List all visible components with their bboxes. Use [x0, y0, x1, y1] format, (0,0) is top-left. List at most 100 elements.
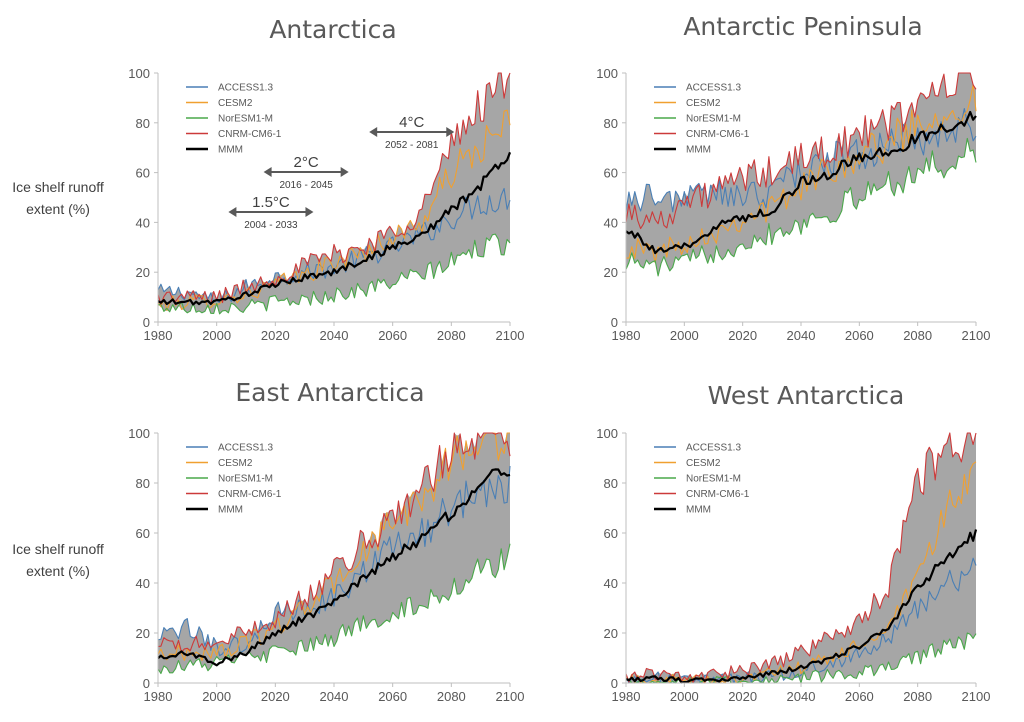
annotation-arrow-head-right: [340, 167, 349, 177]
legend-label: CESM2: [218, 458, 253, 469]
model-range-envelope: [626, 73, 976, 276]
legend-label: ACCESS1.3: [218, 443, 273, 454]
x-tick-label: 2060: [378, 328, 407, 343]
y-axis-label-line2: extent (%): [26, 563, 90, 579]
series-line-cesm2: [626, 83, 977, 264]
y-tick-label: 0: [611, 676, 618, 691]
model-range-envelope: [626, 433, 976, 683]
legend: ACCESS1.3 CESM2 NorESM1-M CNRM-CM6-1 MMM: [186, 443, 282, 516]
y-axis-label-line1: Ice shelf runoff: [12, 541, 104, 557]
x-tick-label: 2040: [787, 689, 816, 704]
panel-title: West Antarctica: [708, 381, 905, 410]
series-line-noresm1-m: [157, 233, 511, 315]
x-tick-label: 2000: [202, 689, 231, 704]
annotation-range-label: 2052 - 2081: [385, 140, 439, 151]
legend-label: CESM2: [686, 98, 721, 109]
y-tick-label: 20: [136, 626, 150, 641]
y-tick-label: 80: [604, 476, 618, 491]
annotation-arrow-head-left: [263, 167, 272, 177]
y-tick-label: 40: [604, 576, 618, 591]
model-range-envelope: [158, 73, 510, 314]
legend: ACCESS1.3 CESM2 NorESM1-M CNRM-CM6-1 MMM: [654, 443, 750, 516]
legend-label: MMM: [686, 505, 711, 516]
y-axis-label-line2: extent (%): [26, 201, 90, 217]
x-tick-label: 2040: [320, 689, 349, 704]
series-line-mmm: [157, 468, 511, 667]
annotation-range-label: 2016 - 2045: [279, 180, 333, 191]
x-tick-label: 2020: [728, 689, 757, 704]
series-line-cesm2: [157, 432, 510, 662]
legend-label: NorESM1-M: [686, 474, 741, 485]
y-tick-label: 0: [611, 315, 618, 330]
annotation-label: 2°C: [294, 154, 319, 171]
legend-label: NorESM1-M: [218, 474, 273, 485]
x-tick-label: 2100: [962, 689, 991, 704]
annotation-arrow-head-right: [305, 207, 314, 217]
legend-label: CNRM-CM6-1: [218, 129, 282, 140]
y-tick-label: 0: [143, 676, 150, 691]
legend-label: MMM: [686, 145, 711, 156]
x-tick-label: 2060: [845, 689, 874, 704]
annotation-arrow-head-left: [369, 127, 378, 137]
x-tick-label: 2060: [845, 328, 874, 343]
x-tick-label: 2020: [261, 689, 290, 704]
x-tick-label: 2080: [437, 689, 466, 704]
series-line-noresm1-m: [625, 137, 977, 277]
y-axis-label-bottom: Ice shelf runoff extent (%): [12, 541, 104, 579]
x-tick-label: 2100: [496, 689, 525, 704]
series-line-noresm1-m: [157, 543, 511, 675]
x-tick-label: 2000: [670, 689, 699, 704]
warming-level-annotation: 4°C 2052 - 2081: [369, 114, 455, 151]
y-axis-label-top: Ice shelf runoff extent (%): [12, 179, 104, 217]
y-tick-label: 100: [596, 66, 618, 81]
series-line-cnrm-cm6-1: [625, 432, 977, 684]
annotation-arrow-head-right: [446, 127, 455, 137]
y-axis-label-line1: Ice shelf runoff: [12, 179, 104, 195]
series-line-cnrm-cm6-1: [625, 72, 977, 230]
legend-label: ACCESS1.3: [686, 443, 741, 454]
x-tick-label: 2000: [202, 328, 231, 343]
legend-label: NorESM1-M: [686, 114, 741, 125]
x-tick-label: 1980: [144, 328, 173, 343]
legend-label: ACCESS1.3: [686, 83, 741, 94]
x-tick-label: 1980: [612, 328, 641, 343]
legend: ACCESS1.3 CESM2 NorESM1-M CNRM-CM6-1 MMM: [654, 83, 750, 156]
x-tick-label: 2020: [261, 328, 290, 343]
x-tick-label: 1980: [612, 689, 641, 704]
x-tick-label: 2060: [378, 689, 407, 704]
legend-label: MMM: [218, 145, 243, 156]
y-tick-label: 60: [136, 166, 150, 181]
y-tick-label: 100: [128, 426, 150, 441]
y-tick-label: 60: [604, 166, 618, 181]
legend-label: CNRM-CM6-1: [686, 129, 750, 140]
y-tick-label: 20: [136, 265, 150, 280]
annotation-label: 4°C: [399, 114, 424, 131]
series-line-mmm: [625, 529, 978, 684]
legend: ACCESS1.3 CESM2 NorESM1-M CNRM-CM6-1 MMM: [186, 83, 282, 156]
legend-label: CESM2: [218, 98, 253, 109]
x-tick-label: 2100: [962, 328, 991, 343]
panel-title: Antarctica: [269, 15, 396, 44]
y-tick-label: 60: [604, 526, 618, 541]
legend-label: CNRM-CM6-1: [218, 489, 282, 500]
y-tick-label: 80: [136, 116, 150, 131]
x-tick-label: 2040: [320, 328, 349, 343]
y-tick-label: 80: [136, 476, 150, 491]
warming-level-annotation: 2°C 2016 - 2045: [263, 154, 349, 191]
y-tick-label: 80: [604, 116, 618, 131]
x-tick-label: 2080: [903, 689, 932, 704]
y-tick-label: 100: [596, 426, 618, 441]
y-tick-label: 100: [128, 66, 150, 81]
annotation-label: 1.5°C: [252, 194, 290, 211]
y-tick-label: 20: [604, 265, 618, 280]
annotation-range-label: 2004 - 2033: [244, 220, 298, 231]
y-tick-label: 60: [136, 526, 150, 541]
panel-title: East Antarctica: [235, 378, 424, 407]
legend-label: CNRM-CM6-1: [686, 489, 750, 500]
x-tick-label: 1980: [144, 689, 173, 704]
series-line-access1-3: [625, 557, 977, 684]
